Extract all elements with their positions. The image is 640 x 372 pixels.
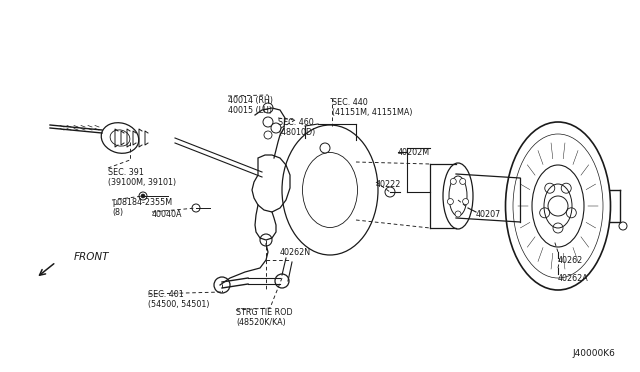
Text: SEC. 401
(54500, 54501): SEC. 401 (54500, 54501) (148, 290, 209, 310)
Circle shape (214, 277, 230, 293)
Text: FRONT: FRONT (74, 252, 109, 262)
Circle shape (320, 143, 330, 153)
Circle shape (463, 199, 468, 205)
Text: µ08184-2355M
(8): µ08184-2355M (8) (112, 198, 172, 217)
Text: 40207: 40207 (476, 210, 501, 219)
Text: STRG TIE ROD
(48520K/KA): STRG TIE ROD (48520K/KA) (236, 308, 292, 327)
Text: SEC. 391
(39100M, 39101): SEC. 391 (39100M, 39101) (108, 168, 176, 187)
Circle shape (455, 211, 461, 217)
Circle shape (141, 194, 145, 198)
Circle shape (139, 192, 147, 200)
Text: 40202M: 40202M (398, 148, 430, 157)
Circle shape (263, 103, 273, 113)
Circle shape (447, 199, 453, 205)
Text: 40262N: 40262N (280, 248, 311, 257)
Text: 40222: 40222 (376, 180, 401, 189)
Text: 40040A: 40040A (152, 210, 182, 219)
Circle shape (385, 187, 395, 197)
Circle shape (275, 274, 289, 288)
Text: SEC. 440
(41151M, 41151MA): SEC. 440 (41151M, 41151MA) (332, 98, 413, 118)
Circle shape (260, 234, 272, 246)
Circle shape (271, 123, 281, 133)
Circle shape (451, 179, 456, 185)
Text: 40262A: 40262A (558, 274, 589, 283)
Text: 40014 (RH)
40015 (LH): 40014 (RH) 40015 (LH) (228, 96, 273, 115)
Text: SEC. 460
(48010D): SEC. 460 (48010D) (278, 118, 316, 137)
Circle shape (192, 204, 200, 212)
Circle shape (460, 179, 466, 185)
Text: J40000K6: J40000K6 (572, 349, 615, 358)
Circle shape (619, 222, 627, 230)
Text: 40262: 40262 (558, 256, 583, 265)
